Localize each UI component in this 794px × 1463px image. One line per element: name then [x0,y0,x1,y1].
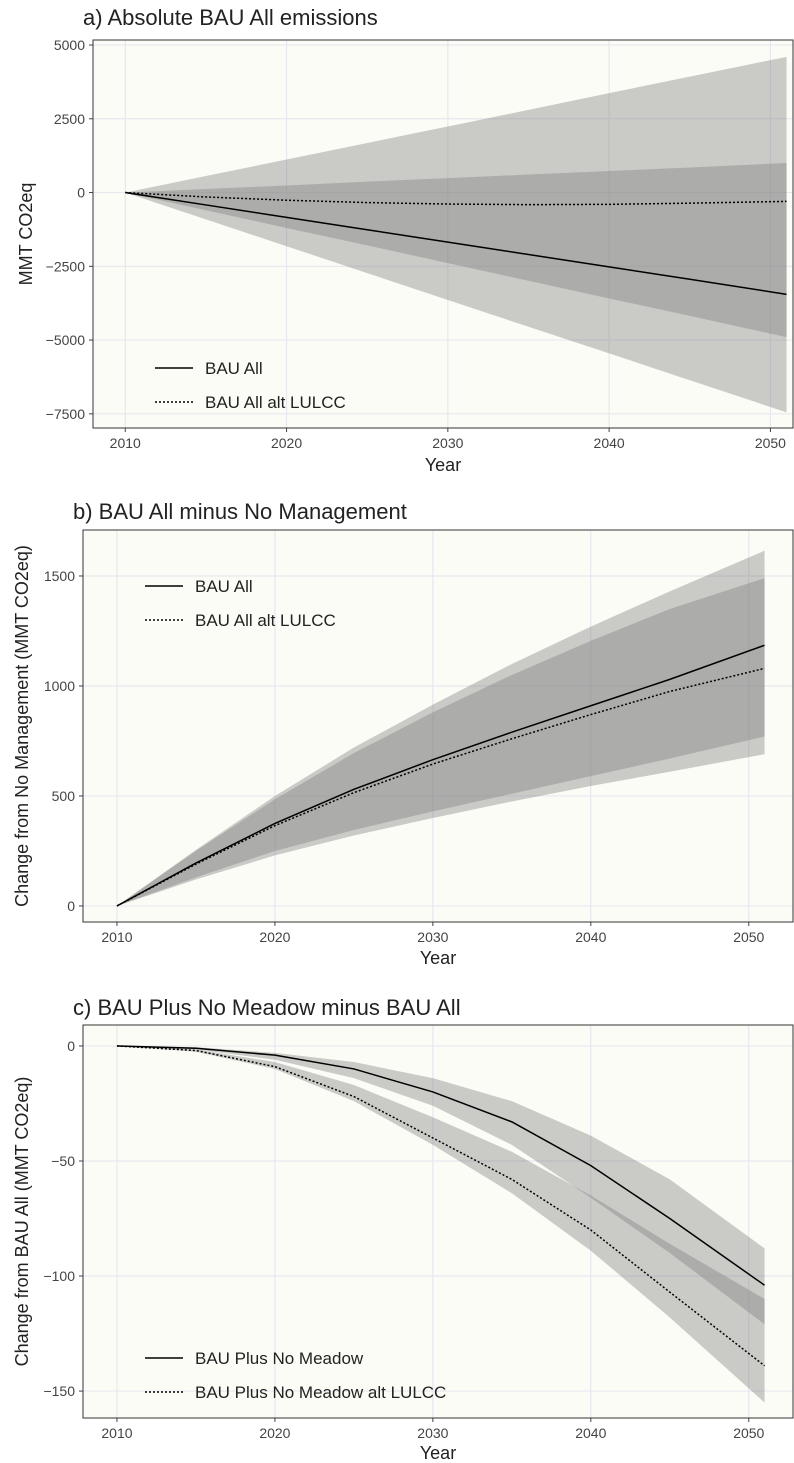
y-tick-label: −7500 [46,406,86,422]
x-tick-label: 2050 [733,929,764,945]
x-tick-label: 2020 [259,1425,290,1441]
legend-label: BAU Plus No Meadow [195,1349,364,1368]
ribbon [116,1045,765,1403]
y-tick-label: 5000 [54,37,85,53]
y-tick-label: −2500 [46,258,86,274]
y-tick-label: 0 [67,1038,75,1054]
plot-panel [93,40,793,428]
series-line [116,1045,766,1367]
chart-title: c) BAU Plus No Meadow minus BAU All [73,995,461,1020]
legend-label: BAU Plus No Meadow alt LULCC [195,1383,446,1402]
y-axis-label: Change from No Management (MMT CO2eq) [12,545,32,907]
legend-label: BAU All [195,577,253,596]
y-tick-label: 0 [77,185,85,201]
plot-border [82,1024,794,1419]
plot-border [82,529,794,923]
x-tick-label: 2050 [733,1425,764,1441]
ribbon [116,550,765,906]
x-axis-label: Year [420,948,456,968]
x-tick-label: 2010 [101,1425,132,1441]
chart-title: a) Absolute BAU All emissions [83,5,378,30]
series-line [125,191,787,206]
x-tick-label: 2040 [575,929,606,945]
series-line [116,644,765,907]
y-tick-label: 500 [52,788,76,804]
y-tick-label: −100 [43,1268,75,1284]
series-line [125,191,787,296]
x-axis-label: Year [425,455,461,475]
x-tick-label: 2020 [271,435,302,451]
y-tick-label: −150 [43,1383,75,1399]
x-tick-label: 2040 [594,435,625,451]
x-tick-label: 2030 [417,1425,448,1441]
series-line [116,1045,765,1286]
legend-label: BAU All [205,359,263,378]
x-tick-label: 2030 [417,929,448,945]
ribbon [125,163,787,413]
x-tick-label: 2050 [755,435,786,451]
y-tick-label: 2500 [54,111,85,127]
y-tick-label: −5000 [46,332,86,348]
ribbon [125,56,787,338]
y-axis-label: MMT CO2eq [16,183,36,286]
ribbon [116,1045,765,1325]
chart-title: b) BAU All minus No Management [73,499,407,524]
y-tick-label: 1500 [44,568,75,584]
x-tick-label: 2030 [432,435,463,451]
legend-label: BAU All alt LULCC [205,393,346,412]
y-axis-label: Change from BAU All (MMT CO2eq) [12,1077,32,1367]
y-tick-label: −50 [51,1153,75,1169]
plot-panel [83,530,793,922]
x-tick-label: 2040 [575,1425,606,1441]
x-axis-label: Year [420,1443,456,1463]
y-tick-label: 1000 [44,678,75,694]
x-tick-label: 2010 [110,435,141,451]
plot-border [92,39,794,429]
x-tick-label: 2010 [101,929,132,945]
legend-label: BAU All alt LULCC [195,611,336,630]
x-tick-label: 2020 [259,929,290,945]
y-tick-label: 0 [67,898,75,914]
